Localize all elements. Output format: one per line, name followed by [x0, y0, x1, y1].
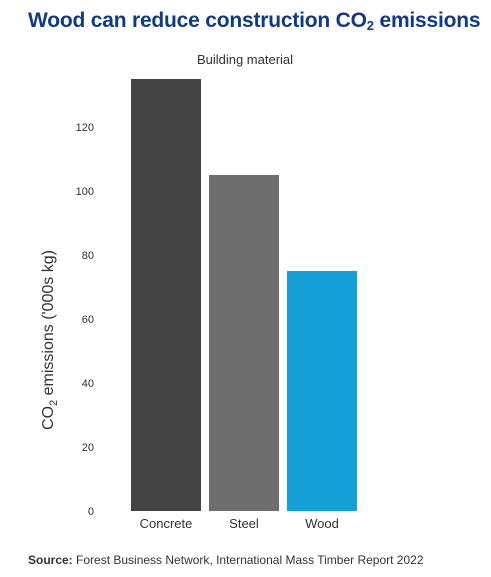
- y-axis-ticks: 0 20 40 60 80 100 120: [76, 122, 94, 518]
- source-text: Forest Business Network, International M…: [72, 553, 424, 567]
- source-label: Source:: [28, 553, 73, 567]
- x-tick-label-steel: Steel: [229, 516, 259, 531]
- y-axis-title: CO2 emissions ('000s kg): [40, 250, 60, 430]
- bars: [131, 79, 357, 511]
- bar-wood: [287, 271, 357, 511]
- y-tick-label: 80: [82, 250, 94, 262]
- x-tick-label-concrete: Concrete: [140, 516, 193, 531]
- chart-title-subscript: 2: [366, 18, 374, 33]
- y-tick-label: 60: [82, 314, 94, 326]
- chart-title-suffix: emissions: [373, 9, 481, 32]
- bar-concrete: [131, 79, 201, 511]
- y-tick-label: 20: [82, 442, 94, 454]
- x-axis-ticks: Concrete Steel Wood: [140, 516, 339, 531]
- y-tick-label: 100: [76, 186, 94, 198]
- source-note: Source: Forest Business Network, Interna…: [28, 553, 424, 567]
- chart-title-prefix: Wood can reduce construction CO: [28, 9, 367, 32]
- y-tick-label: 40: [82, 378, 94, 390]
- x-axis-title: Building material: [197, 52, 293, 67]
- y-tick-label: 120: [76, 122, 94, 134]
- x-tick-label-wood: Wood: [305, 516, 339, 531]
- bar-steel: [209, 175, 279, 511]
- chart-title: Wood can reduce construction CO2 emissio…: [28, 9, 481, 33]
- y-tick-label: 0: [88, 506, 94, 518]
